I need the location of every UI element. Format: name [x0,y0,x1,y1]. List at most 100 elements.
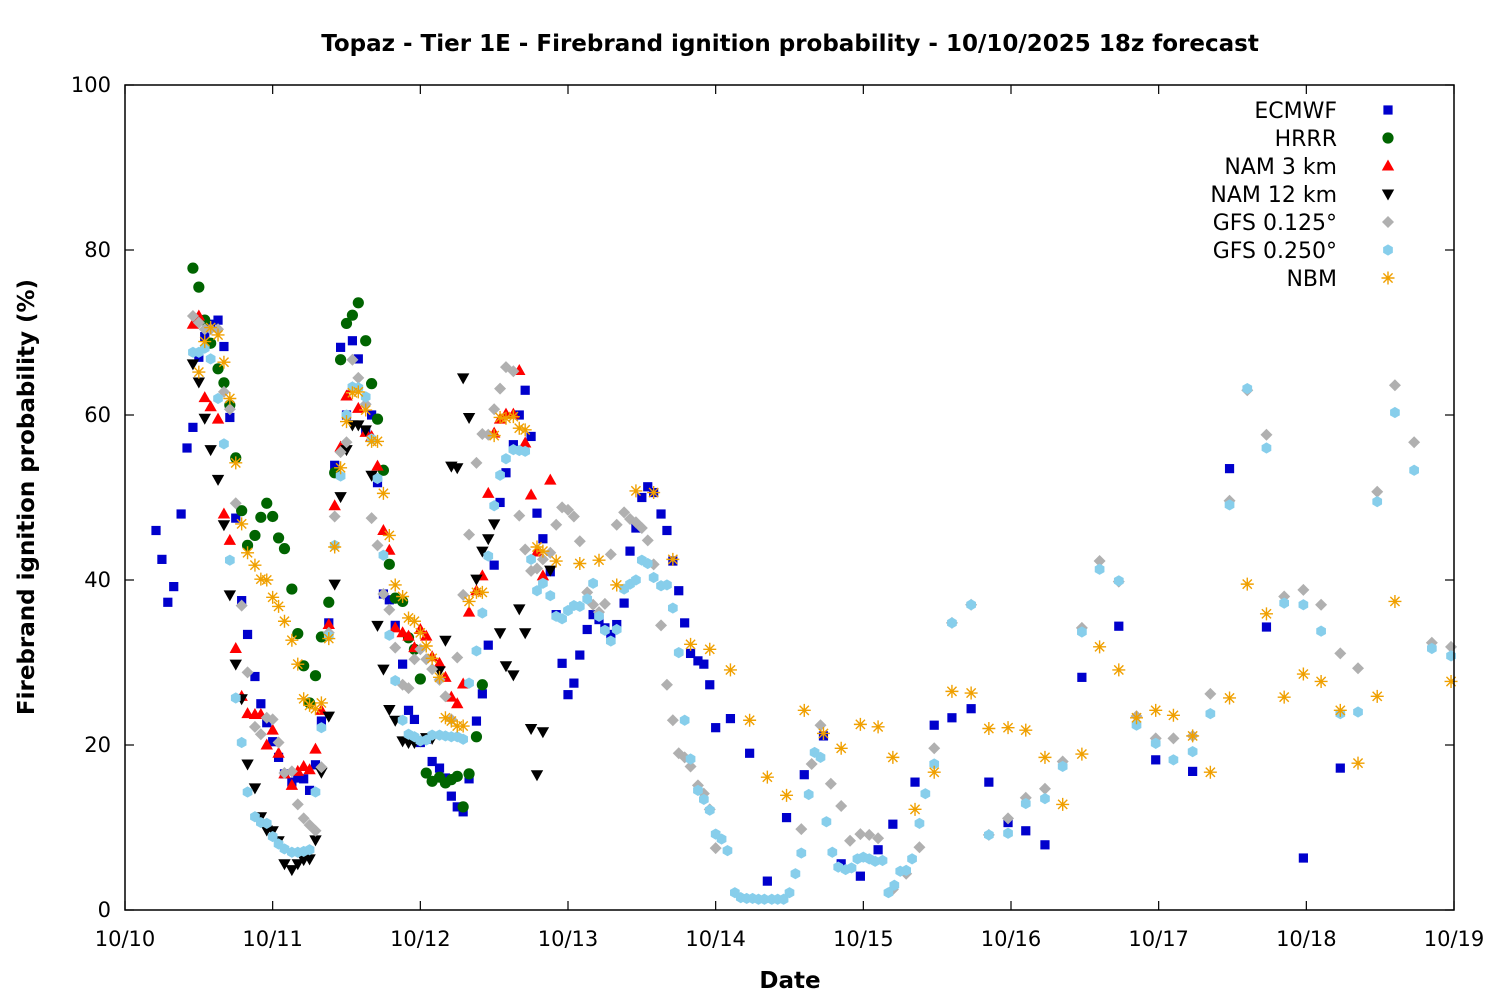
data-point-hrrr [383,558,395,570]
data-point-nbm [1038,750,1052,764]
data-point-hrrr [298,660,310,672]
data-point-nam-12-km [352,420,365,432]
data-point-gfs-0-250 [316,722,327,734]
data-point-nbm [198,335,212,349]
data-point-gfs-0-125 [1334,647,1347,660]
data-point-gfs-0-125 [340,436,353,449]
data-point-ecmwf [656,509,666,519]
data-point-nbm [328,540,342,554]
data-point-gfs-0-125 [655,619,668,632]
data-point-ecmwf [367,410,377,420]
data-point-gfs-0-250 [1279,597,1290,609]
data-point-gfs-0-125 [805,757,818,770]
data-point-nbm [419,639,433,653]
data-point-hrrr [371,413,384,425]
data-point-ecmwf [434,763,445,773]
data-point-gfs-0-250 [390,675,401,687]
data-point-nam-12-km [383,705,396,717]
data-point-gfs-0-250 [821,816,832,828]
data-point-gfs-0-250 [557,613,567,625]
data-point-nbm [797,703,811,717]
data-point-gfs-0-125 [285,765,298,778]
data-point-nbm [1203,765,1217,779]
data-point-gfs-0-125 [513,509,526,522]
data-point-nam-12-km [451,463,464,475]
data-point-gfs-0-250 [803,788,814,801]
data-point-gfs-0-250 [611,623,622,636]
data-point-ecmwf [225,412,235,423]
data-point-gfs-0-125 [408,653,421,666]
data-point-hrrr [309,670,322,682]
data-point-ecmwf [398,659,408,669]
data-point-hrrr [236,505,248,517]
data-point-gfs-0-125 [610,518,623,531]
data-point-gfs-0-250 [693,784,703,796]
data-point-ecmwf [163,597,173,607]
data-point-gfs-0-250 [984,829,994,841]
data-point-gfs-0-125 [660,678,673,691]
data-point-gfs-0-250 [335,470,346,482]
data-point-hrrr [267,510,279,523]
data-point-gfs-0-250 [341,409,352,421]
data-point-gfs-0-250 [372,472,383,485]
data-point-ecmwf [929,720,939,730]
data-point-gfs-0-250 [310,786,321,798]
data-point-nam-3-km [229,641,242,653]
data-point-gfs-0-250 [1224,499,1235,511]
data-point-gfs-0-125 [618,506,631,519]
data-point-gfs-0-125 [567,510,580,523]
data-point-nam-3-km [518,436,532,448]
data-point-gfs-0-125 [795,823,808,836]
data-point-nbm [834,741,848,755]
data-point-gfs-0-250 [582,593,593,605]
data-point-nbm [211,328,225,342]
data-point-ecmwf [1224,464,1235,474]
data-point-hrrr [352,297,364,309]
data-point-nbm [475,585,489,599]
data-point-gfs-0-125 [562,503,574,516]
data-point-gfs-0-250 [538,577,548,589]
data-point-nam-12-km [217,520,231,532]
data-point-nbm [241,546,255,560]
data-point-gfs-0-125 [835,800,848,813]
data-point-nbm [1314,674,1328,688]
data-point-gfs-0-125 [872,832,885,845]
data-point-gfs-0-250 [642,557,653,570]
data-point-ecmwf [855,871,865,881]
data-point-nbm [308,702,322,716]
data-point-nam-12-km [487,519,501,531]
data-point-gfs-0-250 [901,864,912,876]
data-point-gfs-0-250 [1113,575,1124,587]
data-point-gfs-0-125 [235,599,248,612]
data-point-gfs-0-250 [667,602,678,614]
data-point-nam-3-km [482,486,495,498]
data-point-ecmwf [582,624,592,635]
data-point-gfs-0-250 [1390,406,1400,419]
data-point-gfs-0-125 [241,666,254,679]
data-point-hrrr [272,532,285,544]
data-point-nbm [743,713,757,727]
data-point-gfs-0-250 [716,833,727,845]
data-point-nbm [610,578,624,592]
data-point-nbm [388,578,402,592]
data-point-gfs-0-125 [1167,732,1180,745]
y-tick-label: 100 [71,73,111,97]
legend-marker-ecmwf [1383,105,1393,115]
data-point-nbm [1001,721,1015,735]
data-point-hrrr [366,378,378,390]
data-point-gfs-0-125 [494,382,507,395]
data-point-gfs-0-250 [784,887,795,899]
data-point-nbm [493,410,507,424]
data-point-hrrr [255,511,267,523]
data-point-gfs-0-125 [192,316,205,329]
data-point-nam-3-km [198,391,211,403]
data-point-ecmwf [625,546,635,556]
data-point-nbm [499,411,513,425]
data-point-nam-12-km [204,445,217,457]
data-point-gfs-0-250 [1316,625,1326,637]
data-point-gfs-0-250 [889,879,900,891]
data-point-gfs-0-250 [526,553,536,565]
data-point-ecmwf [685,648,696,659]
data-point-hrrr [334,354,347,366]
